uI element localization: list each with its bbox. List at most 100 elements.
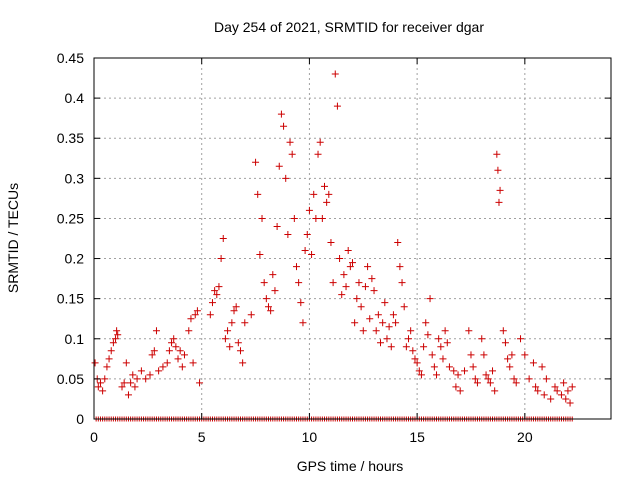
data-point — [491, 387, 499, 395]
data-point — [320, 182, 328, 190]
data-point — [189, 359, 197, 367]
data-point — [113, 327, 121, 335]
data-point — [355, 279, 363, 287]
data-point — [215, 283, 223, 291]
data-point — [114, 331, 122, 339]
data-point — [247, 311, 255, 319]
y-tick-label: 0.05 — [57, 371, 84, 387]
data-point — [316, 138, 324, 146]
data-point — [496, 186, 504, 194]
data-point — [534, 387, 542, 395]
data-point — [142, 375, 150, 383]
data-point — [232, 303, 240, 311]
plot-frame — [93, 57, 612, 420]
data-point — [359, 327, 367, 335]
data-point — [377, 339, 385, 347]
data-point — [180, 351, 188, 359]
data-point — [206, 311, 214, 319]
data-point — [168, 339, 176, 347]
data-point — [387, 343, 395, 351]
data-point — [327, 239, 335, 247]
data-point — [433, 371, 441, 379]
y-axis-label: SRMTID / TECUs — [5, 183, 21, 293]
data-point — [469, 363, 477, 371]
data-point — [196, 379, 204, 387]
data-point — [562, 395, 570, 403]
data-point — [219, 235, 227, 242]
data-point — [234, 339, 242, 347]
data-point — [424, 331, 432, 339]
data-point — [564, 387, 572, 395]
data-point — [441, 327, 449, 335]
data-point — [172, 343, 180, 351]
data-point — [273, 222, 281, 230]
data-point — [193, 307, 201, 315]
data-point — [400, 303, 408, 311]
data-point — [383, 335, 391, 343]
data-point — [312, 214, 320, 222]
data-point — [292, 263, 300, 271]
data-point — [105, 355, 113, 363]
data-point — [499, 327, 507, 335]
data-point — [109, 339, 117, 347]
y-tick-label: 0.2 — [65, 251, 85, 267]
data-point — [435, 335, 443, 343]
data-point — [314, 150, 322, 158]
data-point — [338, 291, 346, 299]
data-point — [262, 295, 270, 303]
data-point — [482, 371, 490, 379]
data-point — [364, 263, 372, 271]
data-point — [437, 343, 445, 351]
data-point — [361, 283, 369, 291]
data-points — [91, 70, 576, 422]
data-point — [568, 383, 576, 391]
data-point — [452, 383, 460, 391]
data-point — [310, 190, 318, 198]
data-point — [290, 214, 298, 222]
data-point — [480, 351, 488, 359]
data-point — [504, 355, 512, 363]
data-point — [553, 387, 561, 395]
data-point — [150, 347, 158, 355]
data-point — [107, 347, 115, 355]
data-point — [461, 367, 469, 375]
data-point — [456, 387, 464, 395]
data-point — [467, 351, 475, 359]
data-point — [241, 319, 249, 327]
data-point — [422, 319, 430, 327]
data-point — [275, 162, 283, 170]
data-point — [430, 363, 438, 371]
data-point — [471, 375, 479, 383]
data-point — [340, 271, 348, 279]
y-tick-label: 0.35 — [57, 130, 84, 146]
data-point — [99, 387, 107, 395]
data-point — [342, 283, 350, 291]
x-tick-label: 15 — [409, 429, 425, 445]
data-point — [494, 166, 502, 174]
data-point — [191, 311, 199, 319]
data-point — [264, 303, 272, 311]
data-point — [178, 363, 186, 371]
data-point — [557, 391, 565, 399]
x-tick-label: 0 — [90, 429, 98, 445]
data-point — [91, 359, 99, 367]
data-point — [228, 319, 236, 327]
data-point — [217, 255, 225, 263]
data-point — [211, 287, 219, 295]
data-point — [94, 383, 102, 391]
y-tick-label: 0.25 — [57, 210, 84, 226]
y-tick-label: 0.3 — [65, 170, 85, 186]
data-point — [409, 347, 417, 355]
data-point — [336, 255, 344, 263]
data-point — [267, 307, 275, 315]
data-point — [331, 70, 339, 78]
data-point — [407, 327, 415, 335]
data-point — [129, 371, 137, 379]
data-point — [329, 279, 337, 287]
data-point — [450, 367, 458, 375]
data-point — [124, 391, 132, 399]
axis-ticks: 0 0.05 0.1 0.15 0.2 0.25 0.3 0.35 0.4 0.45 0 5 10 15 2… — [57, 50, 611, 445]
data-point — [486, 379, 494, 387]
data-point — [308, 251, 316, 259]
data-point — [252, 158, 260, 166]
